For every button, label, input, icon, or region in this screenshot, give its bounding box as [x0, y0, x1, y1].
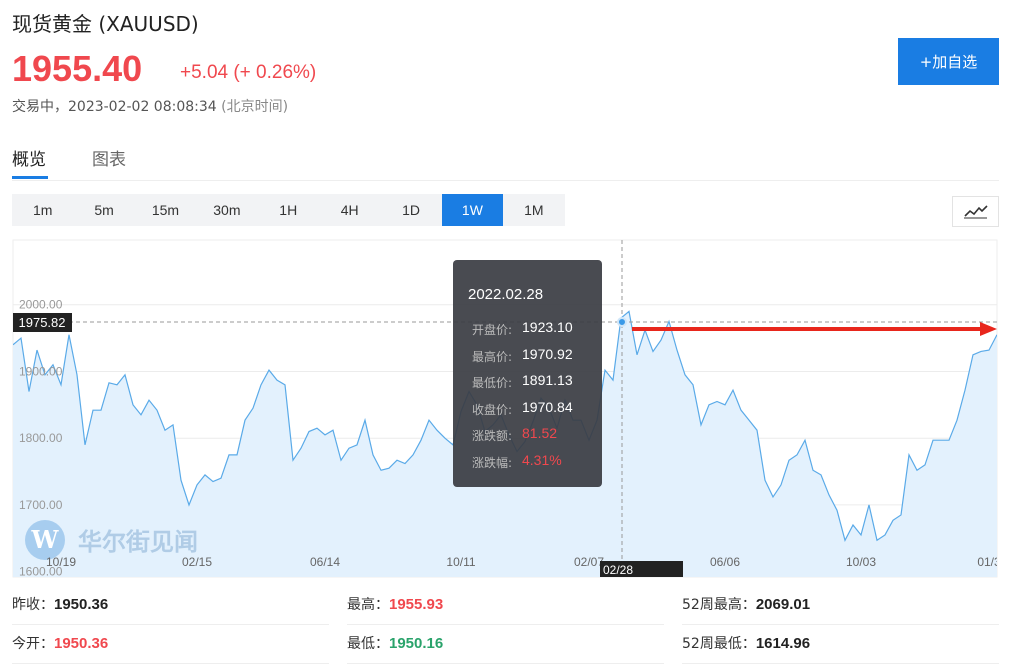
row-line: [682, 624, 999, 625]
stat-value: 1614.96: [755, 635, 811, 652]
y-tick-label: 2000.00: [19, 298, 63, 312]
title: 现货黄金 (XAUUSD): [12, 8, 199, 37]
stat-value: 1955.93: [389, 596, 444, 613]
watermark-logo-letter: W: [31, 525, 60, 554]
tooltip-label: 涨跌额:: [472, 429, 513, 443]
interval-button[interactable]: 1W: [441, 194, 504, 226]
stat: 昨收：1950.36: [12, 594, 108, 614]
stat: 最高：1955.93: [347, 594, 443, 614]
tab-indicator: [12, 176, 48, 179]
tooltip-value: 1970.84: [522, 398, 573, 415]
status: 交易中，2023-02-02 08:08:34 (北京时间): [12, 96, 288, 116]
interval-button[interactable]: 15m: [151, 202, 180, 218]
stat-label: 今开：: [12, 636, 54, 652]
stat-label: 昨收：: [12, 597, 54, 613]
y-tick-label: 1800.00: [19, 431, 63, 445]
change-pct: (+ 0.26%): [233, 62, 317, 83]
crosshair-x-box: [600, 561, 683, 577]
stat-value: 2069.01: [755, 596, 811, 613]
interval-button[interactable]: 4H: [340, 202, 359, 218]
x-tick-label: 01/3: [977, 555, 1001, 569]
hover-point: [617, 317, 627, 327]
separator: [12, 180, 999, 181]
stat: 今开：1950.36: [12, 633, 108, 653]
tooltip-value: 1970.92: [522, 345, 573, 362]
watermark: 华尔街见闻: [78, 527, 198, 556]
stat: 52周最高：2069.01: [682, 594, 810, 614]
change: +5.04 (+ 0.26%): [180, 62, 316, 84]
stat-label: 最高：: [347, 597, 389, 613]
add-watchlist-button[interactable]: +加自选: [898, 38, 999, 85]
change-abs: +5.04: [180, 62, 229, 83]
y-tick-label: 1700.00: [19, 498, 63, 512]
tooltip: 2022.02.28 开盘价: 1923.10 最高价: 1970.92 最低价: 189…: [453, 260, 602, 487]
symbol: (XAUUSD): [98, 12, 199, 36]
interval-button[interactable]: 1H: [279, 202, 298, 218]
stat-label: 52周最高：: [682, 597, 756, 613]
status-text: 交易中，2023-02-02 08:08:34: [12, 99, 217, 115]
tooltip-value: 1923.10: [522, 319, 573, 335]
tooltip-label: 最低价:: [472, 376, 513, 390]
row-line: [12, 624, 329, 625]
tooltip-label: 收盘价:: [472, 402, 513, 417]
name: 现货黄金: [12, 12, 92, 36]
stat-value: 1950.36: [54, 596, 109, 613]
x-tick-label: 02/07: [574, 555, 604, 569]
tab[interactable]: 图表: [92, 150, 126, 170]
watermark-logo: [25, 520, 65, 560]
stat-value: 1950.36: [54, 635, 109, 652]
x-tick-label: 06/14: [310, 555, 340, 569]
chart-icon: [964, 205, 988, 219]
timezone: (北京时间): [221, 99, 289, 115]
x-tick-label: 06/06: [710, 555, 740, 569]
interval-button[interactable]: 1m: [32, 202, 53, 218]
tooltip-label: 开盘价:: [472, 323, 513, 337]
tooltip-value: 1891.13: [522, 372, 573, 388]
crosshair-y-box: [13, 313, 72, 332]
y-tick-label: 1900.00: [19, 364, 63, 378]
stat-label: 最低：: [347, 636, 389, 652]
stat: 52周最低：1614.96: [682, 633, 810, 653]
tooltip-date: 2022.02.28: [468, 286, 544, 303]
x-tick-label: 10/11: [446, 555, 475, 569]
tooltip-label: 涨跌幅:: [472, 455, 513, 470]
tooltip-label: 最高价:: [472, 349, 513, 364]
stat-value: 1950.16: [389, 635, 444, 652]
row-line: [347, 624, 664, 625]
chart-type-button[interactable]: [952, 196, 999, 227]
interval-button[interactable]: 1D: [402, 202, 420, 218]
tab[interactable]: 概览: [12, 150, 46, 170]
interval-button[interactable]: 1M: [524, 202, 544, 218]
crosshair-x-label: 02/28: [603, 563, 633, 577]
tooltip-value: 4.31%: [522, 451, 562, 468]
x-tick-label: 10/03: [846, 555, 876, 569]
x-tick-label: 02/15: [182, 555, 212, 569]
crosshair-y-label: 1975.82: [19, 315, 66, 330]
price: 1955.40: [12, 48, 143, 89]
y-tick-label: 1600.00: [19, 565, 63, 579]
tooltip-value: 81.52: [522, 425, 558, 441]
arrow-head: [980, 322, 997, 336]
stat-label: 52周最低：: [682, 636, 756, 652]
interval-button[interactable]: 30m: [213, 202, 241, 218]
stat: 最低：1950.16: [347, 633, 443, 653]
x-tick-label: 10/19: [46, 555, 76, 569]
interval-button[interactable]: 5m: [94, 202, 114, 218]
interval-bar: 1m 5m 15m 30m 1H 4H 1D 1W 1M: [12, 194, 565, 226]
